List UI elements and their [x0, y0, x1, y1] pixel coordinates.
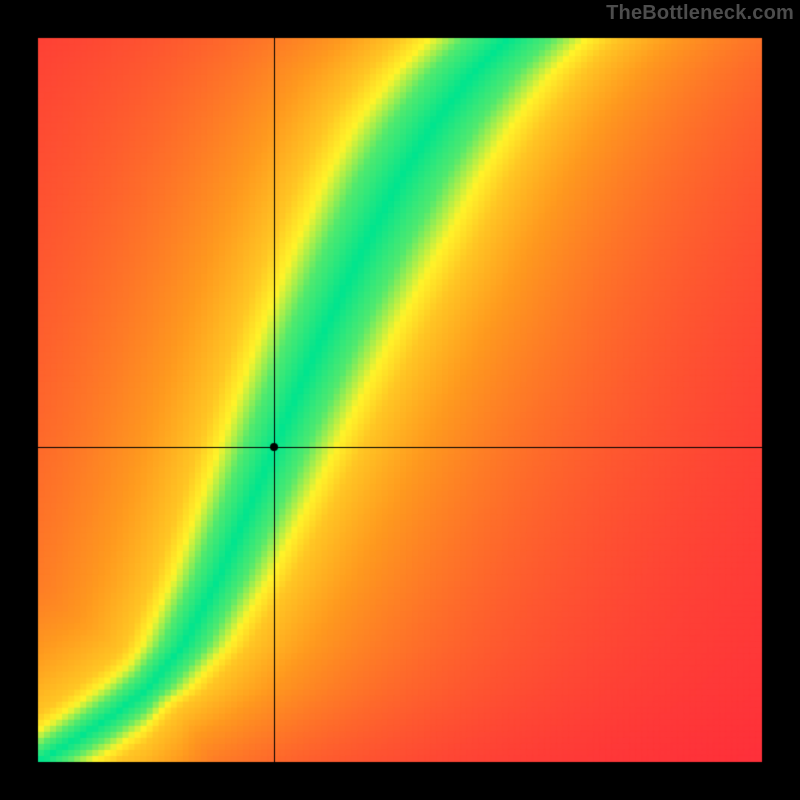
watermark-text: TheBottleneck.com	[606, 2, 794, 25]
bottleneck-heatmap	[0, 0, 800, 800]
